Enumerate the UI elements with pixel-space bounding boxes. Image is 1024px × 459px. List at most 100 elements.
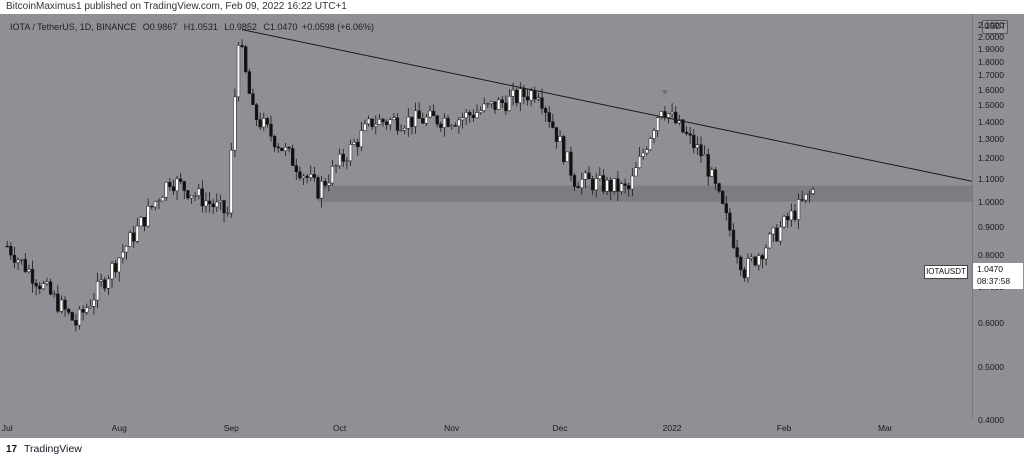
symbol-info: IOTA / TetherUS, 1D, BINANCE xyxy=(10,22,137,32)
price-tick-label: 1.9000 xyxy=(978,43,1004,54)
candle-body xyxy=(746,258,750,278)
currency-tag[interactable]: USDT xyxy=(982,20,1008,34)
low-value: 0.9852 xyxy=(229,22,257,32)
candle-body xyxy=(265,118,270,125)
candle-body xyxy=(48,281,53,295)
candle-body xyxy=(421,118,425,124)
candle-body xyxy=(424,116,429,124)
candle-body xyxy=(341,153,345,162)
candle-body xyxy=(23,259,27,272)
candle-body xyxy=(316,177,320,199)
current-price: 1.0470 xyxy=(977,264,1003,274)
price-tick-label: 1.0000 xyxy=(978,196,1004,207)
candle-body xyxy=(124,246,129,253)
candle-body xyxy=(359,130,363,148)
candle-body xyxy=(403,128,407,131)
price-tick-label: 1.4000 xyxy=(978,116,1004,127)
candle-body xyxy=(529,90,533,101)
candle-body xyxy=(464,112,468,118)
candle-body xyxy=(171,186,176,192)
descending-trendline[interactable] xyxy=(241,29,973,182)
candle-body xyxy=(782,216,786,228)
candle-body xyxy=(590,178,595,191)
candle-body xyxy=(327,182,331,186)
candle-body xyxy=(778,226,783,242)
candle-body xyxy=(623,183,627,186)
candle-body xyxy=(388,119,392,126)
candle-body xyxy=(706,154,710,177)
candle-body xyxy=(366,118,371,125)
publish-header: BitcoinMaximus1 published on TradingView… xyxy=(0,0,1024,14)
candle-body xyxy=(572,175,577,187)
candle-body xyxy=(786,216,790,221)
candle-body xyxy=(153,201,158,208)
candle-body xyxy=(225,212,230,214)
candle-body xyxy=(291,148,295,166)
price-tick-label: 2.0000 xyxy=(978,31,1004,42)
candle-body xyxy=(240,45,244,47)
candle-body xyxy=(692,134,696,149)
tradingview-logo-icon[interactable]: 17 xyxy=(6,444,18,455)
candle-body xyxy=(677,119,681,124)
candle-body xyxy=(110,263,114,280)
time-tick-label: Sep xyxy=(223,423,239,433)
candle-body xyxy=(670,111,674,115)
candle-body xyxy=(45,281,49,284)
candle-body xyxy=(135,225,139,242)
price-tick-label: 0.9000 xyxy=(978,221,1004,232)
chart-pane[interactable]: IOTA / TetherUS, 1D, BINANCE O0.9867 H1.… xyxy=(0,14,1024,438)
candle-body xyxy=(641,152,645,157)
candle-body xyxy=(562,136,566,162)
candle-body xyxy=(666,113,671,118)
candle-body xyxy=(179,178,183,182)
candle-body xyxy=(345,160,349,162)
candle-body xyxy=(554,127,559,142)
candle-body xyxy=(800,199,804,201)
candle-body xyxy=(74,320,78,326)
candle-body xyxy=(247,71,251,94)
time-tick-label: Oct xyxy=(333,423,347,433)
candle-body xyxy=(95,281,100,301)
candle-body xyxy=(16,259,20,263)
time-tick-label: Nov xyxy=(444,423,460,433)
candle-body xyxy=(811,189,815,194)
footer-brand[interactable]: TradingView xyxy=(24,443,82,455)
candle-body xyxy=(721,190,725,204)
candle-body xyxy=(655,117,660,131)
candle-body xyxy=(533,90,537,100)
candle-body xyxy=(439,123,443,128)
candle-body xyxy=(460,117,465,121)
candle-body xyxy=(197,188,201,196)
candle-body xyxy=(88,306,92,308)
candle-body xyxy=(489,101,494,104)
price-tick-label: 1.6000 xyxy=(978,84,1004,95)
candle-body xyxy=(142,217,147,227)
candle-body xyxy=(742,269,747,278)
candle-body xyxy=(38,285,42,290)
candle-body xyxy=(233,96,237,151)
candle-body xyxy=(5,245,9,248)
candle-body xyxy=(262,118,266,128)
candle-body xyxy=(410,116,414,127)
candlestick-chart[interactable] xyxy=(0,14,1024,438)
price-tick-label: 1.8000 xyxy=(978,56,1004,67)
candle-body xyxy=(59,299,64,312)
candle-body xyxy=(121,251,125,259)
price-tick-label: 0.5000 xyxy=(978,361,1004,372)
candle-body xyxy=(168,182,172,187)
candle-body xyxy=(381,118,385,123)
candle-body xyxy=(160,196,165,202)
candle-body xyxy=(182,181,186,191)
candle-body xyxy=(594,178,598,191)
candle-body xyxy=(377,118,382,125)
candle-body xyxy=(287,146,291,149)
low-label: L xyxy=(224,22,230,32)
candle-body xyxy=(569,151,573,176)
candle-body xyxy=(760,255,765,260)
candle-body xyxy=(258,119,262,128)
time-tick-label: Jul xyxy=(1,423,13,433)
candle-body xyxy=(330,166,335,184)
candle-body xyxy=(695,144,700,149)
candle-body xyxy=(392,117,396,120)
candle-body xyxy=(370,118,374,127)
